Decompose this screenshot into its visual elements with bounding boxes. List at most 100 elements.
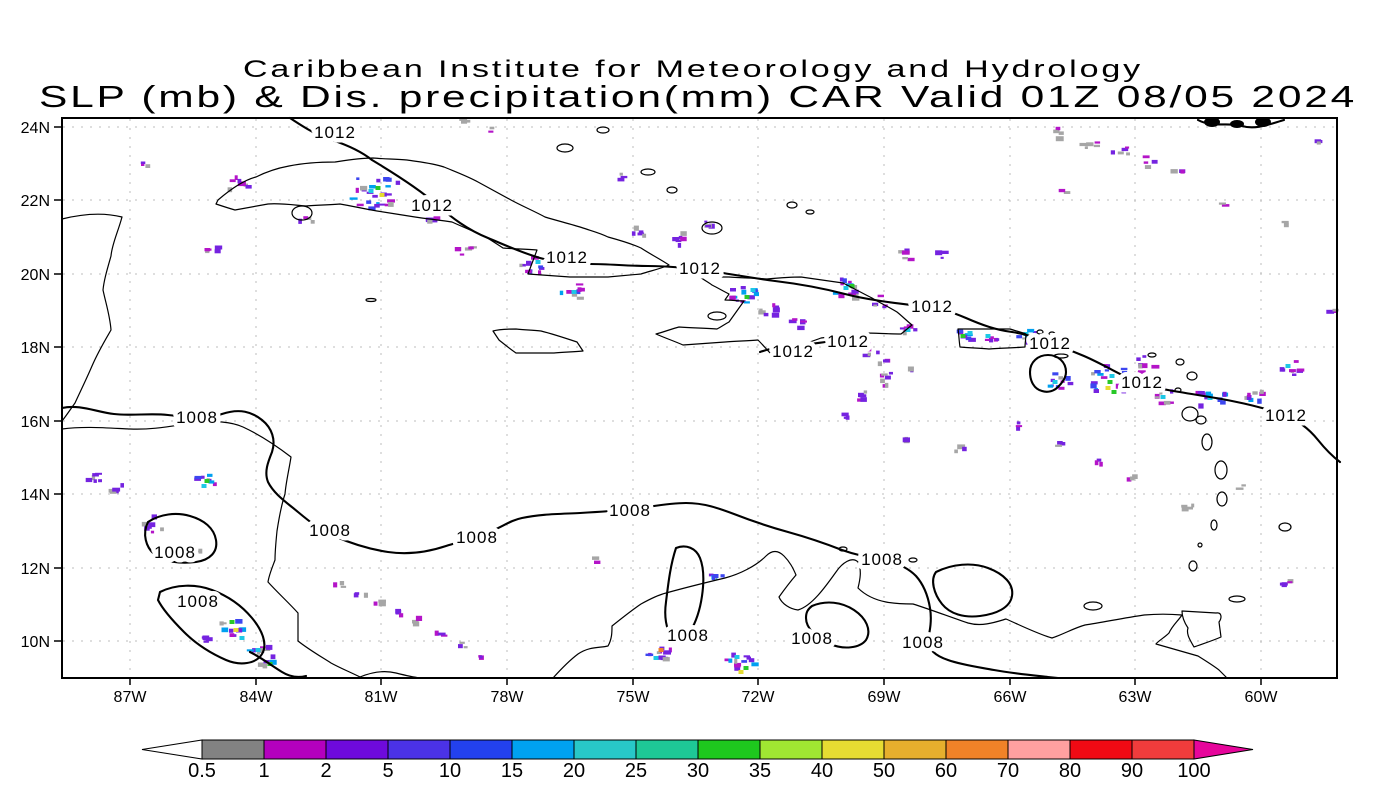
lat-tick-label: 12N bbox=[21, 561, 50, 578]
precip-colorbar-legend: 0.5 1 2 5 10 15 20 25 30 35 40 50 60 70 80 90 100 bbox=[141, 739, 1254, 782]
precip-speck bbox=[383, 177, 390, 182]
coastline-hispaniola bbox=[655, 276, 913, 357]
precip-speck bbox=[1138, 370, 1146, 375]
precip-speck bbox=[888, 371, 893, 375]
precip-speck bbox=[995, 338, 1000, 341]
precip-speck bbox=[860, 397, 867, 402]
precip-speck bbox=[148, 522, 156, 528]
precip-speck bbox=[759, 308, 763, 311]
coastline-central-america bbox=[61, 421, 421, 679]
precip-speck bbox=[1170, 169, 1178, 174]
precip-speck bbox=[730, 288, 736, 292]
precip-speck bbox=[859, 394, 867, 398]
precip-speck bbox=[631, 231, 636, 236]
precip-speck bbox=[751, 662, 759, 667]
precip-core-speck bbox=[738, 670, 744, 674]
coastline-antigua bbox=[1186, 371, 1198, 381]
coastline-trinidad bbox=[1181, 610, 1222, 648]
precip-speck bbox=[120, 483, 124, 488]
precip-speck bbox=[619, 172, 623, 176]
coastline-bahamas-4 bbox=[666, 186, 678, 194]
precip-speck bbox=[237, 181, 246, 187]
precip-speck bbox=[841, 412, 849, 417]
precip-speck bbox=[237, 178, 242, 184]
precip-speck bbox=[763, 312, 769, 317]
precip-speck bbox=[468, 246, 474, 250]
precip-core-speck bbox=[960, 334, 966, 338]
precip-speck bbox=[1332, 308, 1339, 312]
precip-speck bbox=[592, 556, 600, 560]
precip-speck bbox=[1293, 360, 1299, 363]
precip-speck bbox=[1058, 386, 1065, 390]
precip-speck bbox=[1151, 159, 1158, 164]
colorbar-tick-label: 25 bbox=[625, 760, 647, 782]
precip-speck bbox=[437, 632, 446, 636]
precip-speck bbox=[740, 286, 746, 290]
precip-speck bbox=[1170, 401, 1174, 404]
coastline-south-america bbox=[552, 550, 1228, 679]
precip-speck bbox=[772, 307, 780, 313]
precip-core-speck bbox=[1217, 398, 1223, 402]
isobar-label-1012: 1012 bbox=[772, 342, 814, 361]
precip-speck bbox=[395, 609, 402, 615]
precip-speck bbox=[662, 657, 670, 662]
precip-speck bbox=[519, 263, 523, 268]
precip-core-speck bbox=[535, 260, 541, 264]
precip-speck bbox=[227, 187, 233, 193]
precipitation-cells bbox=[85, 117, 1339, 674]
colorbar-tick-label: 40 bbox=[811, 760, 833, 782]
precip-speck bbox=[704, 220, 708, 223]
precip-speck bbox=[1055, 136, 1064, 142]
precip-speck bbox=[1058, 188, 1066, 193]
precip-speck bbox=[1090, 381, 1098, 385]
precip-speck bbox=[151, 514, 157, 520]
isobar-1012-top-right bbox=[1196, 118, 1286, 129]
precip-speck bbox=[1091, 372, 1095, 376]
precip-speck bbox=[724, 658, 732, 662]
precip-speck bbox=[1125, 146, 1130, 149]
figure-subtitle: SLP (mb) & Dis. precipitation(mm) CAR Va… bbox=[39, 79, 1357, 114]
precip-speck bbox=[112, 487, 121, 492]
precip-speck bbox=[1121, 370, 1128, 374]
precip-speck bbox=[303, 216, 309, 219]
precip-speck bbox=[1287, 581, 1293, 584]
precip-speck bbox=[1126, 152, 1130, 156]
precip-speck bbox=[1052, 372, 1059, 376]
isobar-1008-venezuela-west bbox=[804, 601, 870, 649]
colorbar-tick-label: 2 bbox=[320, 760, 331, 782]
precip-speck bbox=[95, 472, 102, 475]
precip-speck bbox=[1047, 384, 1054, 388]
precip-speck bbox=[1143, 161, 1149, 164]
colorbar-segment bbox=[759, 739, 823, 760]
precip-speck bbox=[373, 601, 378, 606]
precip-speck bbox=[1181, 504, 1188, 508]
precip-speck bbox=[680, 231, 687, 236]
precip-speck bbox=[902, 257, 908, 260]
precip-speck bbox=[705, 225, 712, 228]
precip-speck bbox=[907, 257, 915, 262]
coastline-bahamas-2 bbox=[596, 126, 610, 134]
precip-speck bbox=[1055, 126, 1061, 131]
precip-speck bbox=[1144, 165, 1152, 169]
precip-speck bbox=[842, 278, 847, 283]
precip-speck bbox=[1025, 339, 1032, 345]
colorbar-tick-label: 1 bbox=[258, 760, 269, 782]
precip-core-speck bbox=[967, 331, 973, 335]
isobar-label-1012: 1012 bbox=[1121, 373, 1163, 392]
precip-speck bbox=[968, 337, 976, 342]
precip-speck bbox=[876, 350, 880, 355]
precip-speck bbox=[1094, 460, 1099, 466]
lon-tick-label: 63W bbox=[1119, 689, 1153, 706]
precip-speck bbox=[459, 117, 467, 121]
precip-core-speck bbox=[1052, 380, 1058, 384]
precip-speck bbox=[433, 216, 441, 220]
precip-speck bbox=[1316, 141, 1321, 145]
precip-speck bbox=[1204, 396, 1211, 400]
precip-speck bbox=[734, 663, 741, 668]
colorbar-tick-label: 30 bbox=[687, 760, 709, 782]
precip-speck bbox=[566, 290, 573, 294]
precip-speck bbox=[941, 250, 949, 254]
colorbar-segment bbox=[697, 739, 761, 760]
precip-speck bbox=[772, 303, 776, 308]
precip-speck bbox=[1124, 388, 1129, 392]
